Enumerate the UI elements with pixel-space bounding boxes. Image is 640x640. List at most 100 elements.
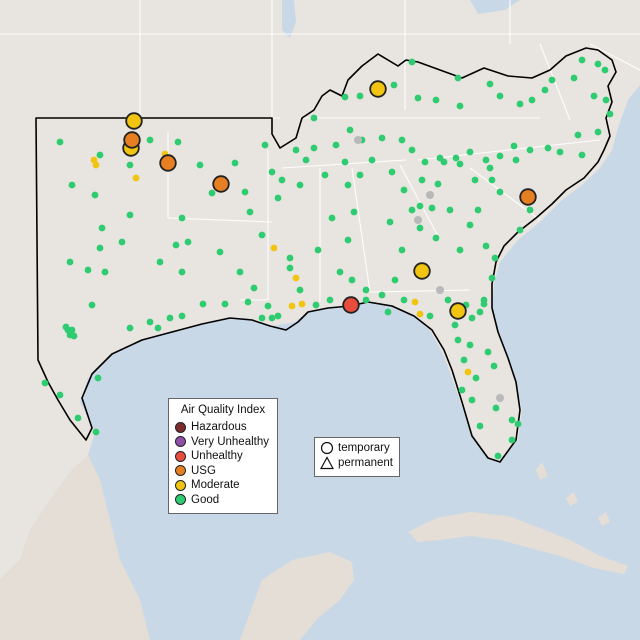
unhealthy-monitor-marker[interactable] [342,296,360,314]
good-monitor-dot[interactable] [91,191,99,199]
good-monitor-dot[interactable] [274,194,282,202]
good-monitor-dot[interactable] [362,296,370,304]
good-monitor-dot[interactable] [344,236,352,244]
good-monitor-dot[interactable] [66,258,74,266]
good-monitor-dot[interactable] [414,94,422,102]
good-monitor-dot[interactable] [556,148,564,156]
good-monitor-dot[interactable] [482,242,490,250]
good-monitor-dot[interactable] [408,146,416,154]
good-monitor-dot[interactable] [362,286,370,294]
good-monitor-dot[interactable] [510,142,518,150]
good-monitor-dot[interactable] [154,324,162,332]
moderate-monitor-dot[interactable] [298,300,306,308]
good-monitor-dot[interactable] [332,141,340,149]
good-monitor-dot[interactable] [184,238,192,246]
good-monitor-dot[interactable] [474,206,482,214]
good-monitor-dot[interactable] [444,296,452,304]
good-monitor-dot[interactable] [296,181,304,189]
good-monitor-dot[interactable] [456,160,464,168]
good-monitor-dot[interactable] [426,312,434,320]
good-monitor-dot[interactable] [92,428,100,436]
good-monitor-dot[interactable] [391,276,399,284]
good-monitor-dot[interactable] [418,176,426,184]
good-monitor-dot[interactable] [492,404,500,412]
good-monitor-dot[interactable] [126,324,134,332]
good-monitor-dot[interactable] [390,81,398,89]
moderate-monitor-marker[interactable] [413,262,431,280]
good-monitor-dot[interactable] [341,158,349,166]
good-monitor-dot[interactable] [312,301,320,309]
good-monitor-dot[interactable] [258,231,266,239]
good-monitor-dot[interactable] [328,214,336,222]
good-monitor-dot[interactable] [388,168,396,176]
good-monitor-dot[interactable] [574,131,582,139]
good-monitor-dot[interactable] [231,159,239,167]
good-monitor-dot[interactable] [356,92,364,100]
good-monitor-dot[interactable] [261,141,269,149]
good-monitor-dot[interactable] [70,332,78,340]
good-monitor-dot[interactable] [432,234,440,242]
moderate-monitor-dot[interactable] [270,244,278,252]
good-monitor-dot[interactable] [466,148,474,156]
good-monitor-dot[interactable] [496,92,504,100]
good-monitor-dot[interactable] [468,314,476,322]
good-monitor-dot[interactable] [250,284,258,292]
usg-monitor-marker[interactable] [159,154,177,172]
good-monitor-dot[interactable] [302,156,310,164]
good-monitor-dot[interactable] [368,156,376,164]
good-monitor-dot[interactable] [146,136,154,144]
moderate-monitor-dot[interactable] [416,310,424,318]
good-monitor-dot[interactable] [548,76,556,84]
good-monitor-dot[interactable] [178,214,186,222]
good-monitor-dot[interactable] [386,218,394,226]
moderate-monitor-marker[interactable] [369,80,387,98]
moderate-monitor-dot[interactable] [288,302,296,310]
good-monitor-dot[interactable] [199,300,207,308]
good-monitor-dot[interactable] [378,291,386,299]
good-monitor-dot[interactable] [514,420,522,428]
good-monitor-dot[interactable] [452,154,460,162]
good-monitor-dot[interactable] [278,176,286,184]
good-monitor-dot[interactable] [246,208,254,216]
good-monitor-dot[interactable] [384,308,392,316]
good-monitor-dot[interactable] [528,96,536,104]
good-monitor-dot[interactable] [326,296,334,304]
good-monitor-dot[interactable] [101,268,109,276]
good-monitor-dot[interactable] [208,189,216,197]
good-monitor-dot[interactable] [174,138,182,146]
good-monitor-dot[interactable] [286,254,294,262]
good-monitor-dot[interactable] [408,206,416,214]
no-data-monitor-dot[interactable] [426,191,434,199]
good-monitor-dot[interactable] [432,96,440,104]
good-monitor-dot[interactable] [456,246,464,254]
usg-monitor-marker[interactable] [519,188,537,206]
good-monitor-dot[interactable] [458,386,466,394]
good-monitor-dot[interactable] [486,164,494,172]
good-monitor-dot[interactable] [292,146,300,154]
good-monitor-dot[interactable] [480,296,488,304]
good-monitor-dot[interactable] [274,312,282,320]
good-monitor-dot[interactable] [456,102,464,110]
good-monitor-dot[interactable] [421,158,429,166]
good-monitor-dot[interactable] [88,301,96,309]
good-monitor-dot[interactable] [241,188,249,196]
good-monitor-dot[interactable] [526,206,534,214]
good-monitor-dot[interactable] [41,379,49,387]
good-monitor-dot[interactable] [244,298,252,306]
good-monitor-dot[interactable] [590,92,598,100]
good-monitor-dot[interactable] [56,138,64,146]
good-monitor-dot[interactable] [471,176,479,184]
good-monitor-dot[interactable] [296,286,304,294]
good-monitor-dot[interactable] [336,268,344,276]
moderate-monitor-dot[interactable] [132,174,140,182]
good-monitor-dot[interactable] [472,374,480,382]
good-monitor-dot[interactable] [496,188,504,196]
good-monitor-dot[interactable] [268,168,276,176]
good-monitor-dot[interactable] [350,208,358,216]
good-monitor-dot[interactable] [348,276,356,284]
moderate-monitor-dot[interactable] [92,161,100,169]
good-monitor-dot[interactable] [264,302,272,310]
moderate-monitor-dot[interactable] [292,274,300,282]
good-monitor-dot[interactable] [258,314,266,322]
moderate-monitor-marker[interactable] [125,112,143,130]
